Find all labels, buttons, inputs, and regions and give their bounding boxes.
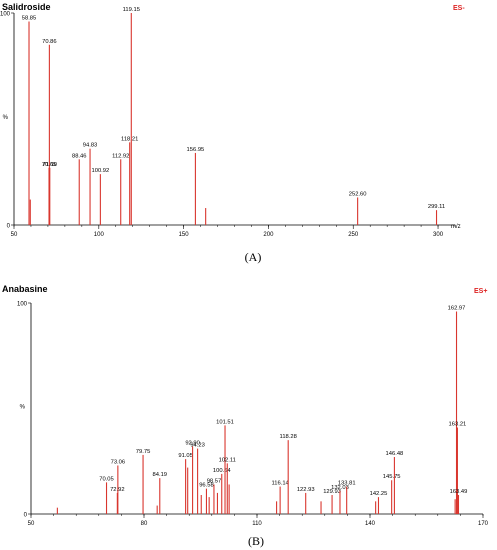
spectrum-chart-a: 0100%50100150200250300m/z58.8570.6570.86… <box>0 7 461 238</box>
figure-caption: (A) <box>244 250 262 264</box>
x-tick-label: 250 <box>348 232 359 238</box>
peak-label: 91.05 <box>178 453 193 459</box>
peak-label: 94.83 <box>83 143 98 149</box>
peak-label: 70.05 <box>99 476 114 482</box>
y-tick-label: 0 <box>7 224 11 230</box>
y-tick-label: 100 <box>17 302 28 308</box>
x-axis-label: m/z <box>451 224 461 230</box>
peak-label: 101.51 <box>216 419 234 425</box>
peak-label: 84.19 <box>153 472 168 478</box>
x-tick-label: 300 <box>433 232 444 238</box>
peak-label: 112.92 <box>112 153 129 159</box>
peak-label: 145.75 <box>383 474 401 480</box>
peak-label: 119.15 <box>123 7 140 13</box>
peak-label: 299.11 <box>428 204 445 210</box>
peak-label: 132.03 <box>331 485 349 491</box>
peak-label: 100.64 <box>213 468 232 474</box>
peak-label: 156.95 <box>187 147 205 153</box>
peak-label: 142.25 <box>370 491 388 497</box>
x-tick-label: 170 <box>478 521 489 527</box>
peak-label: 146.48 <box>386 451 404 457</box>
peak-label: 88.46 <box>72 153 87 159</box>
y-axis-label: % <box>20 405 26 411</box>
peak-label: 122.93 <box>297 487 315 493</box>
peak-label: 118.28 <box>280 434 297 440</box>
x-tick-label: 200 <box>263 232 274 238</box>
x-tick-label: 140 <box>365 521 376 527</box>
peak-label: 102.11 <box>219 457 236 463</box>
chart-title: Anabasine <box>2 284 48 294</box>
spectrum-panel-b: Anabasine ES+ 0100%508011014017070.0572.… <box>0 282 497 534</box>
peak-label: 92.90 <box>185 440 200 446</box>
peak-label: 116.14 <box>271 481 289 487</box>
peak-label: 96.58 <box>199 483 214 489</box>
peak-label: 98.57 <box>207 478 222 484</box>
peak-label: 100.92 <box>92 168 110 174</box>
peak-label: 118.21 <box>121 136 138 142</box>
y-tick-label: 0 <box>24 513 28 519</box>
peak-label: 129.93 <box>323 489 341 495</box>
peak-label: 163.21 <box>449 421 467 427</box>
x-tick-label: 110 <box>252 521 262 527</box>
peak-label: 133.81 <box>338 481 356 487</box>
peak-label: 70.86 <box>42 39 57 45</box>
x-tick-label: 100 <box>94 232 105 238</box>
peak-label: 58.85 <box>22 15 37 21</box>
spectrum-panel-a: Salidroside ES- 0 100% 50 100 150 200 250 300 m/… <box>0 0 497 245</box>
peak-label: 73.06 <box>111 459 126 465</box>
peak-label: 252.60 <box>349 191 367 197</box>
peak-label: 71.10 <box>43 162 58 168</box>
peak-label: 162.97 <box>448 305 466 311</box>
ionization-mode: ES- <box>453 5 465 12</box>
x-tick-label: 50 <box>11 232 18 238</box>
x-tick-label: 80 <box>141 521 148 527</box>
peak-label: 94.23 <box>190 443 205 449</box>
x-tick-label: 50 <box>28 521 35 527</box>
y-tick-label: 100 <box>0 12 11 18</box>
spectrum-chart-b: 0100%508011014017070.0572.9273.0679.7584… <box>17 302 489 528</box>
chart-title: Salidroside <box>2 2 51 12</box>
figure-caption: (B) <box>248 534 264 548</box>
peak-label: 163.49 <box>450 489 468 495</box>
ionization-mode: ES+ <box>474 288 488 295</box>
x-tick-label: 150 <box>179 232 190 238</box>
peak-label: 79.75 <box>136 449 151 455</box>
y-axis-label: % <box>3 115 9 121</box>
